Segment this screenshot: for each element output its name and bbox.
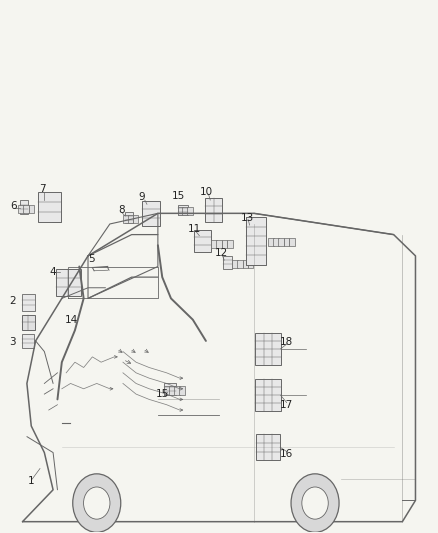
Bar: [178, 205, 188, 215]
Bar: [21, 315, 35, 330]
Bar: [279, 238, 284, 246]
Bar: [187, 207, 193, 215]
Bar: [179, 386, 184, 394]
Text: 9: 9: [139, 192, 145, 203]
Circle shape: [291, 474, 339, 532]
Bar: [22, 334, 34, 348]
Bar: [142, 200, 160, 226]
Bar: [255, 379, 281, 411]
Text: 13: 13: [241, 213, 254, 223]
Bar: [56, 269, 81, 296]
Bar: [177, 207, 183, 215]
Bar: [246, 217, 266, 265]
Bar: [256, 434, 280, 460]
Text: 15: 15: [172, 191, 185, 201]
Bar: [227, 240, 233, 248]
Bar: [182, 207, 188, 215]
Bar: [237, 260, 243, 268]
Bar: [248, 260, 254, 268]
Text: 16: 16: [280, 449, 293, 458]
Bar: [243, 260, 248, 268]
Bar: [28, 205, 34, 213]
Text: 14: 14: [65, 314, 78, 325]
Bar: [164, 383, 176, 394]
Text: 4: 4: [50, 267, 57, 277]
Bar: [284, 238, 289, 246]
Bar: [211, 240, 217, 248]
Text: 12: 12: [215, 248, 228, 258]
Bar: [38, 191, 61, 222]
Bar: [268, 238, 274, 246]
Text: 2: 2: [10, 296, 16, 306]
Bar: [222, 240, 227, 248]
Bar: [216, 240, 222, 248]
Bar: [174, 386, 180, 394]
Bar: [223, 256, 232, 269]
Text: 1: 1: [28, 476, 35, 486]
Bar: [273, 238, 279, 246]
Text: 11: 11: [187, 224, 201, 235]
Bar: [194, 230, 211, 252]
Circle shape: [84, 487, 110, 519]
Bar: [255, 333, 281, 365]
Text: 6: 6: [11, 201, 17, 211]
Bar: [125, 212, 133, 223]
Text: 17: 17: [280, 400, 293, 410]
Text: 10: 10: [199, 187, 212, 197]
Circle shape: [302, 487, 328, 519]
Text: 8: 8: [118, 205, 125, 215]
Bar: [232, 260, 238, 268]
Text: 7: 7: [39, 184, 46, 195]
Text: 15: 15: [155, 389, 169, 399]
Bar: [205, 198, 223, 222]
Circle shape: [73, 474, 121, 532]
Text: 18: 18: [280, 337, 293, 347]
Bar: [18, 205, 24, 213]
Bar: [21, 294, 35, 311]
Text: 5: 5: [88, 254, 95, 264]
Text: 3: 3: [10, 337, 16, 347]
Bar: [169, 386, 175, 394]
Bar: [123, 215, 129, 223]
Bar: [133, 215, 138, 223]
Bar: [128, 215, 134, 223]
Bar: [23, 205, 29, 213]
Bar: [164, 386, 170, 394]
Bar: [20, 200, 28, 214]
Bar: [289, 238, 294, 246]
